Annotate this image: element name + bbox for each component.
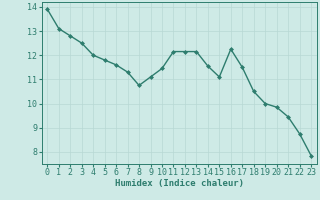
X-axis label: Humidex (Indice chaleur): Humidex (Indice chaleur) — [115, 179, 244, 188]
